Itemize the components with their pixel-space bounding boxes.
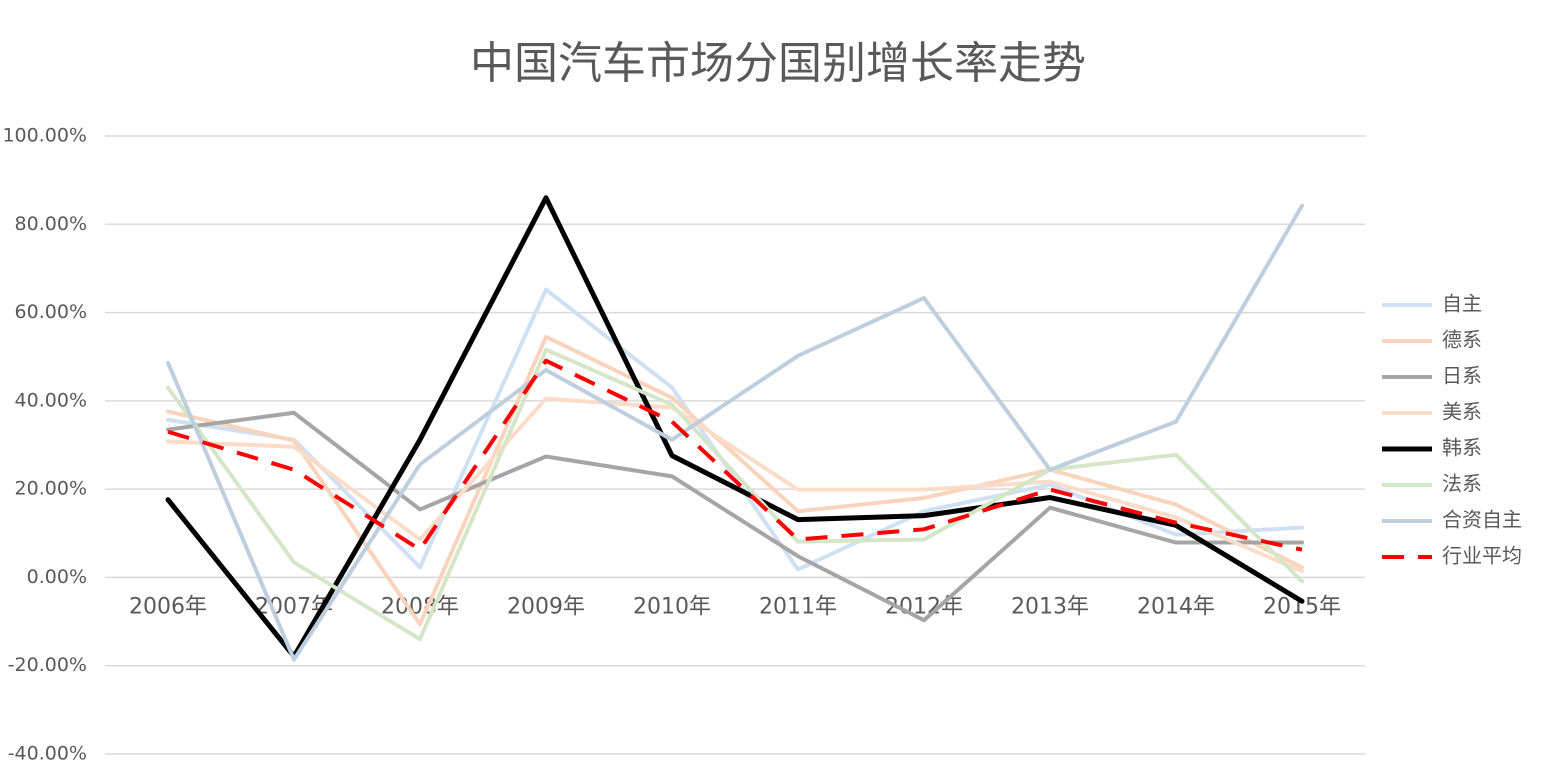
series-line	[167, 358, 1303, 552]
x-tick-label: 2014年	[1137, 594, 1215, 619]
x-tick-label: 2008年	[381, 594, 459, 619]
series-line	[166, 347, 1304, 642]
x-tick-label: 2015年	[1263, 594, 1341, 619]
series-line	[166, 334, 1304, 627]
y-tick-label: -20.00%	[8, 654, 87, 676]
y-tick-label: 100.00%	[2, 125, 87, 147]
x-tick-label: 2009年	[507, 594, 585, 619]
x-tick-label: 2010年	[633, 594, 711, 619]
y-tick-label: 0.00%	[27, 566, 87, 588]
y-tick-label: 80.00%	[15, 213, 87, 235]
x-tick-label: 2011年	[759, 594, 837, 619]
legend-label: 法系	[1442, 472, 1482, 496]
series-line	[166, 410, 1304, 623]
y-tick-label: 20.00%	[15, 478, 87, 500]
y-tick-label: -40.00%	[8, 743, 87, 765]
legend-label: 合资自主	[1442, 508, 1522, 532]
legend-label: 韩系	[1442, 436, 1482, 460]
series-line	[166, 203, 1304, 662]
legend-label: 日系	[1442, 364, 1482, 388]
legend-label: 美系	[1442, 400, 1482, 424]
y-tick-label: 60.00%	[15, 301, 87, 323]
legend-label: 德系	[1442, 328, 1482, 352]
series-line	[166, 287, 1304, 572]
legend-label: 自主	[1442, 292, 1482, 316]
series-line	[166, 396, 1304, 574]
x-tick-label: 2006年	[129, 594, 207, 619]
x-tick-label: 2013年	[1011, 594, 1089, 619]
y-tick-label: 40.00%	[15, 389, 87, 411]
legend-label: 行业平均	[1442, 544, 1522, 568]
series-line	[165, 195, 1305, 659]
chart-title: 中国汽车市场分国别增长率走势	[470, 38, 1086, 89]
